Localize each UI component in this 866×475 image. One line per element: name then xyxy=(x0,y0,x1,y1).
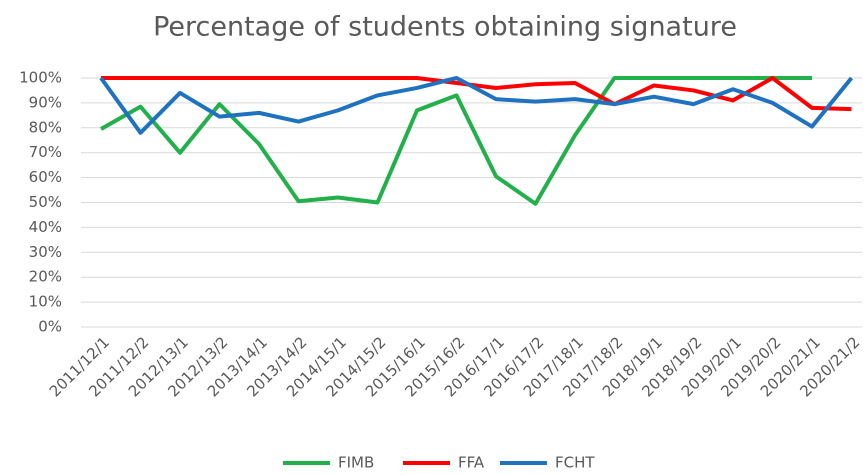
y-tick-label: 10% xyxy=(29,293,62,311)
legend-label: FFA xyxy=(458,454,485,472)
series-line xyxy=(100,76,812,206)
y-tick-label: 30% xyxy=(29,243,62,261)
y-tick-label: 50% xyxy=(29,193,62,211)
y-tick-label: 40% xyxy=(29,218,62,236)
y-tick-label: 60% xyxy=(29,168,62,186)
legend-label: FCHT xyxy=(555,454,595,472)
chart-title: Percentage of students obtaining signatu… xyxy=(153,12,737,43)
y-tick-label: 70% xyxy=(29,143,62,161)
y-tick-label: 20% xyxy=(29,268,62,286)
y-tick-label: 0% xyxy=(38,318,62,336)
legend-label: FIMB xyxy=(338,454,374,472)
y-tick-label: 90% xyxy=(29,93,62,111)
y-tick-label: 80% xyxy=(29,118,62,136)
series-line xyxy=(101,76,852,112)
series-line xyxy=(99,76,854,135)
y-tick-label: 100% xyxy=(19,69,62,87)
